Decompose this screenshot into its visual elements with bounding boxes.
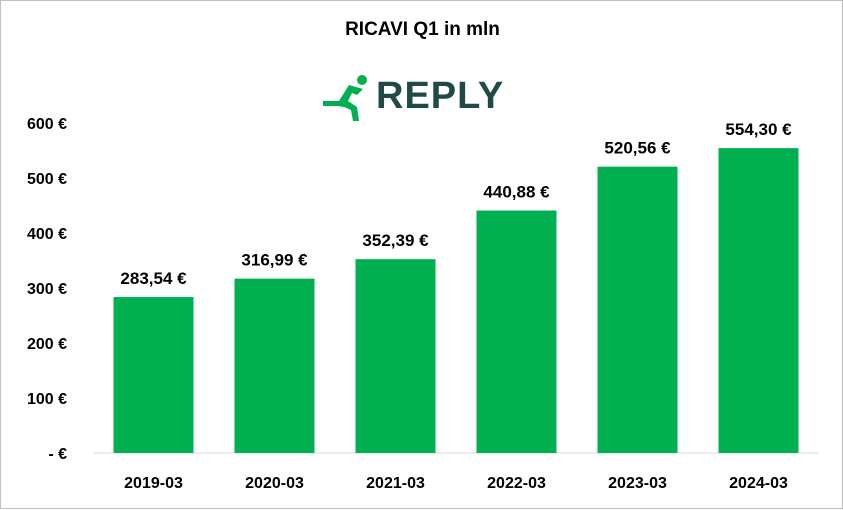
- x-tick-label: 2022-03: [487, 475, 546, 492]
- y-tick-label: 300 €: [27, 281, 67, 298]
- x-tick-label: 2024-03: [729, 475, 788, 492]
- x-tick-label: 2021-03: [366, 475, 425, 492]
- y-tick-label: 400 €: [27, 226, 67, 243]
- x-tick-label: 2020-03: [245, 475, 304, 492]
- bar: [718, 148, 799, 453]
- bar: [476, 210, 557, 453]
- bar: [234, 278, 315, 453]
- bar: [355, 259, 436, 453]
- bar: [597, 166, 678, 453]
- y-tick-label: - €: [48, 446, 67, 463]
- x-tick-label: 2019-03: [124, 475, 183, 492]
- y-tick-label: 200 €: [27, 336, 67, 353]
- bar: [113, 297, 194, 453]
- data-label: 352,39 €: [362, 231, 429, 250]
- y-tick-label: 100 €: [27, 391, 67, 408]
- reply-logo: REPLY: [319, 71, 509, 123]
- y-tick-label: 600 €: [27, 116, 67, 133]
- x-tick-label: 2023-03: [608, 475, 667, 492]
- data-label: 283,54 €: [120, 269, 187, 288]
- data-label: 554,30 €: [725, 120, 792, 139]
- y-tick-label: 500 €: [27, 171, 67, 188]
- data-label: 520,56 €: [604, 139, 671, 158]
- data-label: 440,88 €: [483, 183, 550, 202]
- running-figure-icon: [323, 75, 367, 121]
- chart-title: RICAVI Q1 in mln: [345, 19, 500, 40]
- logo-text: REPLY: [376, 75, 505, 117]
- data-label: 316,99 €: [241, 251, 308, 270]
